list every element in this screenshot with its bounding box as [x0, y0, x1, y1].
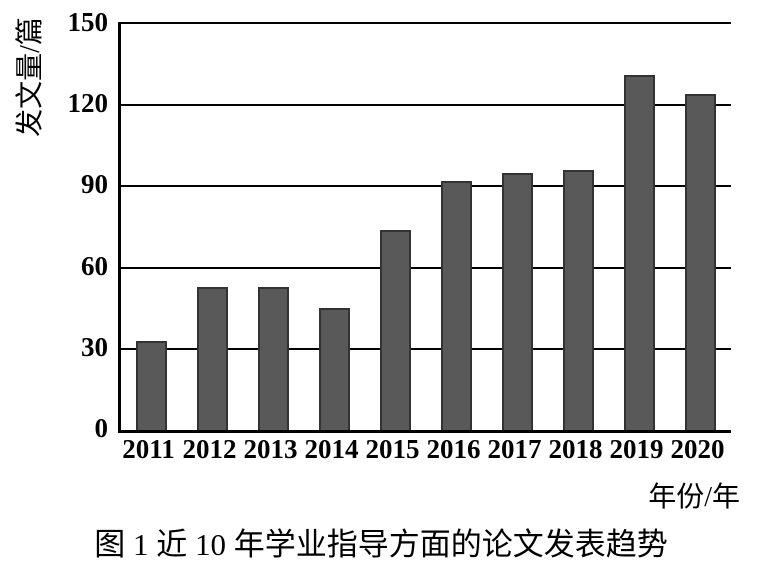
bar-2016 — [441, 181, 472, 430]
bar-2018 — [563, 170, 594, 430]
y-tick-label-60: 60 — [81, 250, 108, 281]
bar-2013 — [258, 286, 289, 430]
bar-2019 — [624, 75, 655, 430]
y-tick-label-0: 0 — [94, 413, 109, 443]
bar-2011 — [136, 340, 167, 430]
x-tick-label-2020: 2020 — [670, 434, 725, 464]
x-tick-label-2011: 2011 — [122, 434, 175, 464]
bar-2017 — [502, 172, 533, 430]
bar-2015 — [380, 229, 411, 430]
x-tick-label-2015: 2015 — [365, 434, 420, 464]
bar-2012 — [197, 286, 228, 430]
gridline-90 — [121, 185, 731, 188]
y-tick-label-30: 30 — [81, 331, 108, 362]
x-tick-label-2012: 2012 — [182, 434, 237, 464]
x-tick-label-2014: 2014 — [304, 434, 359, 464]
x-tick-label-2018: 2018 — [548, 434, 603, 464]
y-tick-label-90: 90 — [81, 169, 108, 200]
x-tick-label-2016: 2016 — [426, 434, 481, 464]
gridline-60 — [121, 266, 731, 269]
x-tick-label-2013: 2013 — [243, 434, 298, 464]
x-tick-label-2019: 2019 — [609, 434, 664, 464]
x-axis-title: 年份/年 — [648, 482, 740, 513]
figure-caption: 图 1 近 10 年学业指导方面的论文发表趋势 — [94, 527, 668, 562]
bar-2014 — [319, 308, 350, 430]
y-tick-label-120: 120 — [67, 88, 109, 119]
gridline-120 — [121, 104, 731, 107]
gridline-30 — [121, 347, 731, 350]
bar-2020 — [685, 94, 716, 430]
y-axis-title: 发文量/篇 — [15, 17, 46, 137]
plot-area — [118, 22, 731, 433]
y-tick-label-150: 150 — [67, 7, 109, 37]
x-tick-label-2017: 2017 — [487, 434, 542, 464]
